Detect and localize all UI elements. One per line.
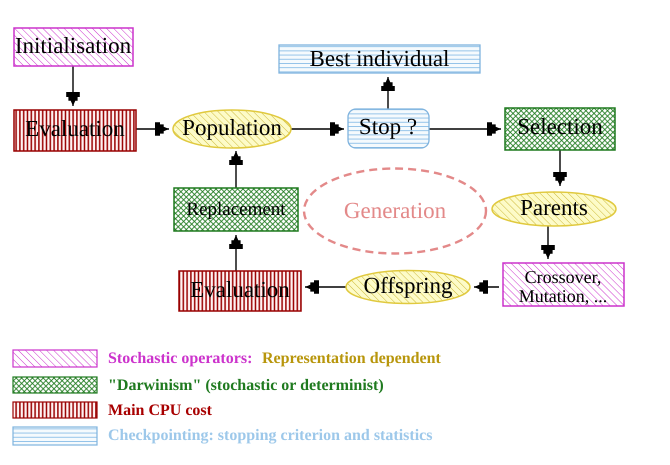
svg-text:Initialisation: Initialisation <box>15 33 132 58</box>
svg-text:Evaluation: Evaluation <box>190 277 290 302</box>
svg-text:Evaluation: Evaluation <box>25 116 125 141</box>
svg-text:Selection: Selection <box>517 114 603 139</box>
svg-text:Mutation, ...: Mutation, ... <box>519 286 608 306</box>
svg-text:Stop ?: Stop ? <box>359 114 417 139</box>
svg-text:Checkpointing: stopping criter: Checkpointing: stopping criterion and st… <box>108 427 432 444</box>
svg-text:Representation dependent: Representation dependent <box>262 350 441 367</box>
svg-text:Population: Population <box>182 115 282 140</box>
svg-text:Stochastic operators:: Stochastic operators: <box>108 350 252 367</box>
svg-text:Crossover,: Crossover, <box>525 267 602 287</box>
svg-text:Generation: Generation <box>344 198 447 223</box>
svg-text:Main CPU cost: Main CPU cost <box>108 402 213 419</box>
svg-text:Replacement: Replacement <box>186 199 286 220</box>
svg-text:Offspring: Offspring <box>363 273 453 298</box>
svg-text:Best individual: Best individual <box>310 46 450 71</box>
svg-text:Parents: Parents <box>520 195 588 220</box>
svg-text:"Darwinism" (stochastic or det: "Darwinism" (stochastic or determinist) <box>108 377 384 394</box>
